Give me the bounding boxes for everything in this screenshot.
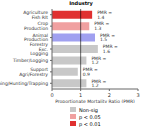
svg-text:2: 2 (108, 92, 111, 98)
svg-text:PMR =1.6: PMR =1.6 (103, 44, 118, 54)
svg-text:0: 0 (50, 92, 53, 98)
svg-text:PMR =0.9: PMR =0.9 (83, 67, 98, 77)
svg-text:Timber/Logging: Timber/Logging (12, 58, 48, 63)
svg-text:SupportAgri/Forestry: SupportAgri/Forestry (19, 67, 48, 77)
svg-text:Proportionate Mortality Ratio: Proportionate Mortality Ratio (PMR) (55, 99, 135, 103)
svg-text:PMR =1.2: PMR =1.2 (91, 79, 106, 89)
svg-text:Fishing/Hunting/Trapping: Fishing/Hunting/Trapping (8, 81, 48, 86)
svg-text:AgricultureFish Rlt: AgricultureFish Rlt (23, 10, 48, 20)
svg-text:1: 1 (79, 92, 82, 98)
svg-text:PMR =1.4: PMR =1.4 (97, 10, 112, 20)
svg-text:ForestryExc.Logging: ForestryExc.Logging (30, 42, 49, 56)
svg-text:PMR =1.3: PMR =1.3 (94, 21, 109, 31)
html-text:Industry: Industry (69, 0, 93, 6)
svg-text:CropProduction: CropProduction (24, 21, 48, 31)
html-text:p < 0.05: p < 0.05 (79, 113, 101, 120)
svg-text:PMR =1.5: PMR =1.5 (100, 33, 115, 43)
svg-text:3: 3 (136, 92, 139, 98)
html-text:p < 0.01: p < 0.01 (79, 120, 101, 127)
svg-text:AnimalProduction: AnimalProduction (24, 33, 48, 43)
svg-text:PMR =1.2: PMR =1.2 (91, 56, 106, 66)
html-text:Non-sig: Non-sig (79, 106, 98, 113)
